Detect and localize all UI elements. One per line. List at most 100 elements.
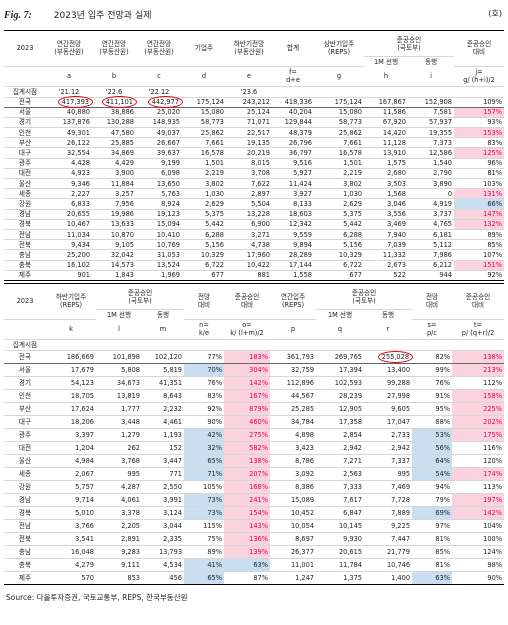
region: 경남 (4, 493, 46, 507)
column-header: 기업주 (182, 30, 226, 67)
value-cell: 1,030 (182, 188, 226, 200)
asof (46, 339, 96, 351)
value-cell: 1,969 (136, 270, 182, 281)
value-cell: 10,870 (92, 229, 136, 241)
data-row: 부산 26,122 25,885 26,667 7,661 19,135 26,796 7,6… (4, 137, 505, 149)
region: 충남 (4, 545, 46, 559)
value-cell: 93% (454, 117, 505, 129)
value-cell: 879% (224, 402, 271, 416)
value-cell: 81% (412, 558, 453, 572)
region: 부산 (4, 137, 46, 149)
value-cell: 40,204 (272, 106, 314, 118)
value-cell: 9,105 (92, 239, 136, 251)
region: 서울 (4, 106, 46, 118)
value-cell: 132% (454, 219, 505, 230)
value-cell: 5,156 (314, 239, 364, 251)
value-cell: 130,288 (92, 117, 136, 129)
asof (272, 86, 314, 98)
value-cell: 102,120 (142, 349, 185, 364)
column-header: 2023 (4, 283, 46, 320)
value-cell: 2,629 (314, 198, 364, 210)
data-row: 경남 20,655 19,986 19,123 5,375 13,228 18,603 5,3… (4, 209, 505, 220)
asof-row: 집계시점 (4, 339, 505, 351)
value-cell: 10,410 (136, 229, 182, 241)
value-cell: 82% (412, 349, 453, 364)
asof: '23.6 (226, 86, 272, 98)
value-cell: 13,524 (136, 260, 182, 271)
value-cell: 5,504 (226, 198, 272, 210)
data-row: 충북 16,102 14,573 13,524 6,722 10,422 17,144 6,7… (4, 260, 505, 271)
value-cell: 32,042 (92, 249, 136, 261)
value-cell: 71% (184, 467, 225, 481)
value-cell: 34,784 (270, 415, 317, 429)
region: 강원 (4, 198, 46, 210)
value-cell: 136% (224, 532, 271, 546)
value-cell: 4,923 (46, 168, 92, 180)
value-cell: 7,337 (364, 454, 413, 468)
value-cell: 47,580 (92, 127, 136, 139)
region: 충남 (4, 249, 46, 261)
value-cell: 3,397 (46, 428, 96, 442)
value-cell: 3,092 (270, 467, 317, 481)
value-cell: 243,212 (226, 96, 272, 108)
value-cell: 3,469 (364, 219, 408, 230)
data-row: 충남 16,048 9,283 13,793 89% 139% 26,377 20,615 21… (4, 545, 505, 559)
formula: r (364, 319, 413, 340)
value-cell: 2,891 (96, 532, 142, 546)
value-cell: 2,790 (408, 168, 455, 180)
value-cell: 582% (224, 441, 271, 455)
value-cell: 3,044 (142, 519, 185, 533)
value-cell: 1,279 (96, 428, 142, 442)
value-cell: 3,802 (314, 178, 364, 190)
value-cell: 13,819 (96, 389, 142, 403)
value-cell: 853 (96, 571, 142, 585)
value-cell: 98% (452, 558, 505, 572)
value-cell: 124% (452, 545, 505, 559)
value-cell: 15,094 (136, 219, 182, 230)
value-cell: 442,977 (136, 96, 183, 109)
region: 경남 (4, 209, 46, 220)
circled-value: 255,028 (377, 350, 414, 363)
value-cell: 158% (452, 389, 505, 403)
header: Fig. 7: 2023년 입주 전망과 실제 (호) (4, 8, 504, 22)
region: 울산 (4, 178, 46, 190)
data-row: 대전 1,204 262 152 32% 582% 3,423 2,942 2,942 56% 11… (4, 441, 505, 455)
value-cell: 83% (184, 389, 225, 403)
value-cell: 1,575 (364, 158, 408, 169)
value-cell: 10,329 (182, 249, 226, 261)
value-cell: 41,351 (142, 376, 185, 390)
value-cell: 34,673 (96, 376, 142, 390)
value-cell: 3,046 (364, 198, 408, 210)
value-cell: 3,447 (142, 454, 185, 468)
value-cell: 16,102 (46, 260, 92, 271)
value-cell: 10,329 (314, 249, 364, 261)
value-cell: 7,940 (364, 229, 408, 241)
value-cell: 21,779 (364, 545, 413, 559)
header-row: 2023 하반기입주 (REPS) 준공승인 (국토부) 전망 대비 준공승인 대비 연간… (4, 283, 505, 320)
value-cell: 4,534 (142, 558, 185, 572)
data-row: 제주 901 1,843 1,969 677 881 1,558 677 522 944 92% (4, 270, 505, 281)
value-cell: 3,900 (92, 168, 136, 180)
value-cell: 269,765 (316, 349, 365, 364)
value-cell: 1,501 (314, 158, 364, 169)
value-cell: 20,655 (46, 209, 92, 220)
value-cell: 115% (184, 519, 225, 533)
value-cell: 2,335 (142, 532, 185, 546)
value-cell: 5,442 (182, 219, 226, 230)
value-cell: 6,900 (226, 219, 272, 230)
formula: k (46, 319, 96, 340)
value-cell: 79% (412, 493, 453, 507)
value-cell: 25,020 (136, 106, 182, 118)
value-cell: 901 (46, 270, 92, 281)
value-cell: 125% (454, 147, 505, 159)
data-row: 광주 4,428 4,429 9,199 1,501 8,015 9,516 1,501 1,5… (4, 158, 505, 169)
formula: l (96, 319, 142, 340)
value-cell: 90% (452, 571, 505, 585)
value-cell: 881 (226, 270, 272, 281)
data-row: 광주 3,397 1,279 1,193 42% 275% 4,898 2,854 2,733 5… (4, 428, 505, 442)
value-cell: 3,448 (96, 415, 142, 429)
value-cell: 19,123 (136, 209, 182, 220)
value-cell: 1,777 (96, 402, 142, 416)
value-cell: 131% (454, 188, 505, 200)
value-cell: 0 (408, 188, 455, 200)
